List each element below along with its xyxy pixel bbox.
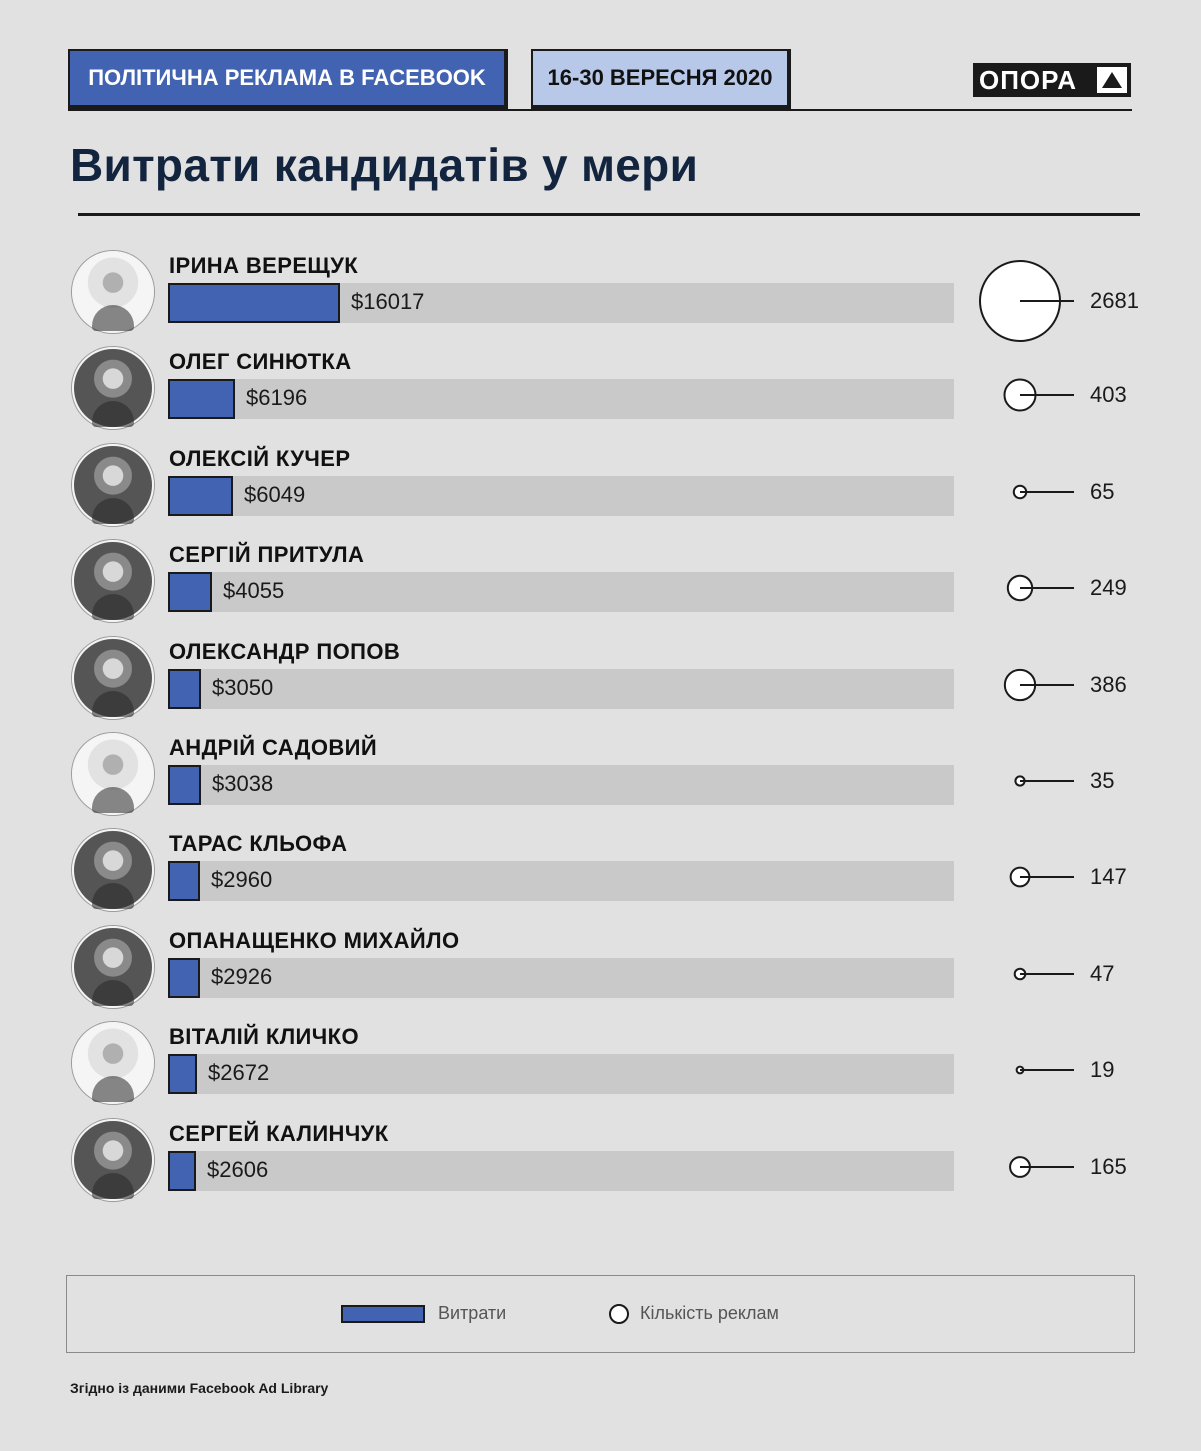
page-title: Витрати кандидатів у мери [70,139,699,191]
spend-label: $16017 [351,289,425,314]
ads-marker [1013,967,1074,981]
candidate-avatar [72,925,154,1008]
candidate-avatar [72,347,154,430]
ads-marker [1009,1155,1074,1178]
candidate-name: АНДРІЙ САДОВИЙ [169,735,378,760]
ads-count-label: 65 [1090,478,1115,504]
candidate-name: ІРИНА ВЕРЕЩУК [169,253,359,278]
ads-count-label: 47 [1090,960,1115,986]
candidate-row: СЕРГЕЙ КАЛИНЧУК $2606 165 [0,1118,1201,1215]
candidate-row: ОЛЕКСІЙ КУЧЕР $6049 65 [0,443,1201,540]
candidate-avatar [72,1022,154,1105]
candidate-row: ТАРАС КЛЬОФА $2960 147 [0,829,1201,925]
spend-label: $2672 [208,1060,270,1086]
bar-track [168,957,954,998]
legend: Витрати Кількість реклам [66,1275,1135,1353]
spend-label: $3038 [212,771,274,796]
spend-bar [168,668,201,709]
header-topic-box: ПОЛІТИЧНА РЕКЛАМА В FACEBOOK [68,49,508,109]
logo-text: ОПОРА [979,64,1077,95]
spend-label: $4055 [223,578,285,604]
legend-circle-icon [609,1304,629,1324]
spend-bar [168,861,200,902]
ads-marker [1009,867,1074,888]
ads-marker [1003,378,1074,412]
ads-count-label: 249 [1090,575,1127,601]
bar-track [168,572,954,613]
ads-count-label: 386 [1090,671,1127,697]
spend-label: $6196 [246,385,308,411]
bar-track [168,1150,954,1191]
candidate-name: ОПАНАЩЕНКО МИХАЙЛО [169,927,460,953]
legend-ads-label: Кількість реклам [640,1303,779,1323]
candidate-name: ОЛЕКСАНДР ПОПОВ [169,638,401,664]
opora-logo: ОПОРА [973,63,1131,97]
spend-bar [168,475,233,516]
candidate-row: ОЛЕГ СИНЮТКА $6196 403 [0,347,1201,443]
candidate-avatar [72,540,154,623]
candidate-avatar [72,636,154,719]
candidate-avatar [72,733,154,815]
candidate-avatar [72,829,154,912]
bar-track [168,379,954,420]
spend-label: $3050 [212,674,274,700]
candidate-row: ВІТАЛІЙ КЛИЧКО $2672 19 [0,1022,1201,1118]
ads-marker [1003,668,1074,701]
candidate-name: ОЛЕГ СИНЮТКА [169,349,352,375]
bar-track [168,668,954,709]
ads-count-label: 165 [1090,1153,1127,1179]
candidate-row: АНДРІЙ САДОВИЙ $3038 35 [0,733,1201,829]
ads-marker [1015,1065,1074,1075]
header-period-box: 16-30 ВЕРЕСНЯ 2020 [531,49,791,109]
ads-count-label: 2681 [1090,288,1139,313]
triangle-icon [1097,67,1127,93]
spend-label: $2606 [207,1156,269,1182]
title-rule [78,213,1140,216]
spend-label: $6049 [244,481,306,507]
candidate-name: СЕРГЕЙ КАЛИНЧУК [169,1120,389,1146]
candidate-name: ВІТАЛІЙ КЛИЧКО [169,1024,359,1050]
bar-track [168,475,954,516]
candidate-row: ОЛЕКСАНДР ПОПОВ $3050 386 [0,636,1201,733]
spend-label: $2926 [211,963,273,989]
candidate-row: ОПАНАЩЕНКО МИХАЙЛО $2926 47 [0,925,1201,1022]
spend-bar [168,1054,197,1095]
candidate-name: ОЛЕКСІЙ КУЧЕР [169,445,351,471]
spend-bar [168,572,212,613]
candidate-name: СЕРГІЙ ПРИТУЛА [169,542,365,568]
candidate-name: ТАРАС КЛЬОФА [169,831,348,857]
ads-marker [979,260,1074,342]
bar-track [168,861,954,902]
header-period: 16-30 ВЕРЕСНЯ 2020 [547,65,773,90]
candidate-row: СЕРГІЙ ПРИТУЛА $4055 249 [0,540,1201,636]
candidate-avatar [72,443,154,526]
spend-bar [168,957,200,998]
ads-count-label: 147 [1090,864,1127,890]
bar-track [168,1054,954,1095]
ads-count-label: 19 [1090,1057,1115,1083]
spend-bar [168,765,201,805]
ads-marker [1012,484,1074,500]
header-rule [68,109,1132,111]
ads-marker [1014,775,1074,787]
bar-track [168,765,954,805]
spend-bar [168,283,340,323]
spend-bar [168,1150,196,1191]
candidate-avatar [72,251,154,333]
header-topic: ПОЛІТИЧНА РЕКЛАМА В FACEBOOK [88,65,486,90]
spend-bar [168,379,235,420]
ads-count-label: 403 [1090,382,1127,408]
legend-spend-label: Витрати [438,1303,507,1323]
ads-marker [1006,574,1074,602]
candidate-row: ІРИНА ВЕРЕЩУК $16017 2681 [0,251,1201,347]
source-note: Згідно із даними Facebook Ad Library [70,1380,329,1396]
candidate-avatar [72,1118,154,1201]
ads-count-label: 35 [1090,768,1115,793]
spend-label: $2960 [211,867,273,893]
legend-bar-swatch [341,1305,425,1323]
